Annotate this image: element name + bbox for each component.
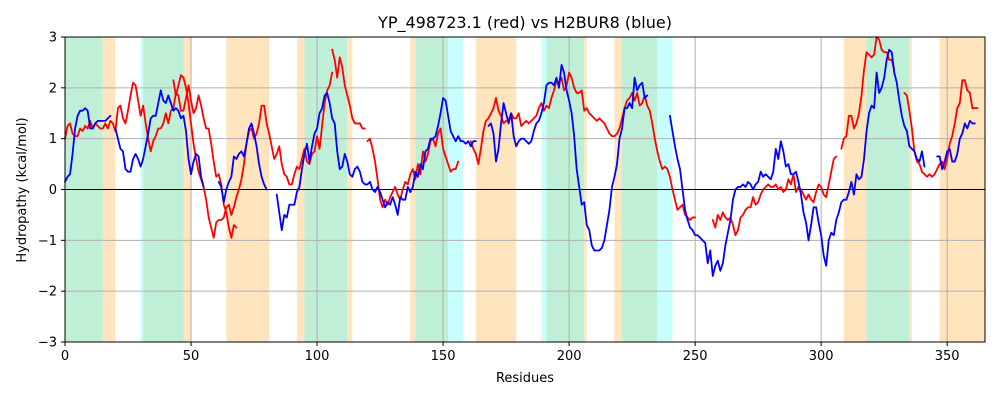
y-tick-label: 0 (49, 183, 57, 198)
x-tick-label: 0 (61, 349, 69, 364)
y-tick-label: 2 (49, 81, 57, 96)
y-tick-label: −3 (38, 336, 57, 351)
blue-series-line (669, 48, 926, 277)
red-series-line (840, 36, 896, 150)
x-tick-label: 150 (431, 349, 456, 364)
red-series-line (366, 127, 460, 209)
y-tick-label: 3 (49, 31, 57, 46)
blue-series-line (936, 119, 976, 171)
y-tick-label: −2 (38, 285, 57, 300)
y-tick-label: −1 (38, 234, 57, 249)
y-tick-label: 1 (49, 132, 57, 147)
chart-title: YP_498723.1 (red) vs H2BUR8 (blue) (377, 13, 672, 33)
x-axis-title: Residues (496, 371, 554, 386)
series-lines (64, 36, 979, 277)
axis-ticks: 0 50 100 150 200 250 300 350 −3 −2 −1 0 1 2 3 (38, 31, 960, 365)
red-series-line (331, 48, 366, 130)
x-tick-label: 250 (683, 349, 708, 364)
x-tick-label: 350 (935, 349, 960, 364)
red-series-line (172, 71, 334, 239)
x-tick-label: 300 (809, 349, 834, 364)
x-tick-label: 100 (305, 349, 330, 364)
blue-series-line (114, 89, 205, 188)
red-series-line (711, 155, 838, 237)
blue-series-line (217, 122, 268, 204)
blue-series-line (487, 64, 649, 252)
x-tick-label: 200 (557, 349, 582, 364)
blue-series-line (275, 92, 477, 232)
y-axis-title: Hydropathy (kcal/mol) (15, 117, 30, 262)
blue-series-line (64, 107, 112, 183)
x-tick-label: 50 (183, 349, 200, 364)
